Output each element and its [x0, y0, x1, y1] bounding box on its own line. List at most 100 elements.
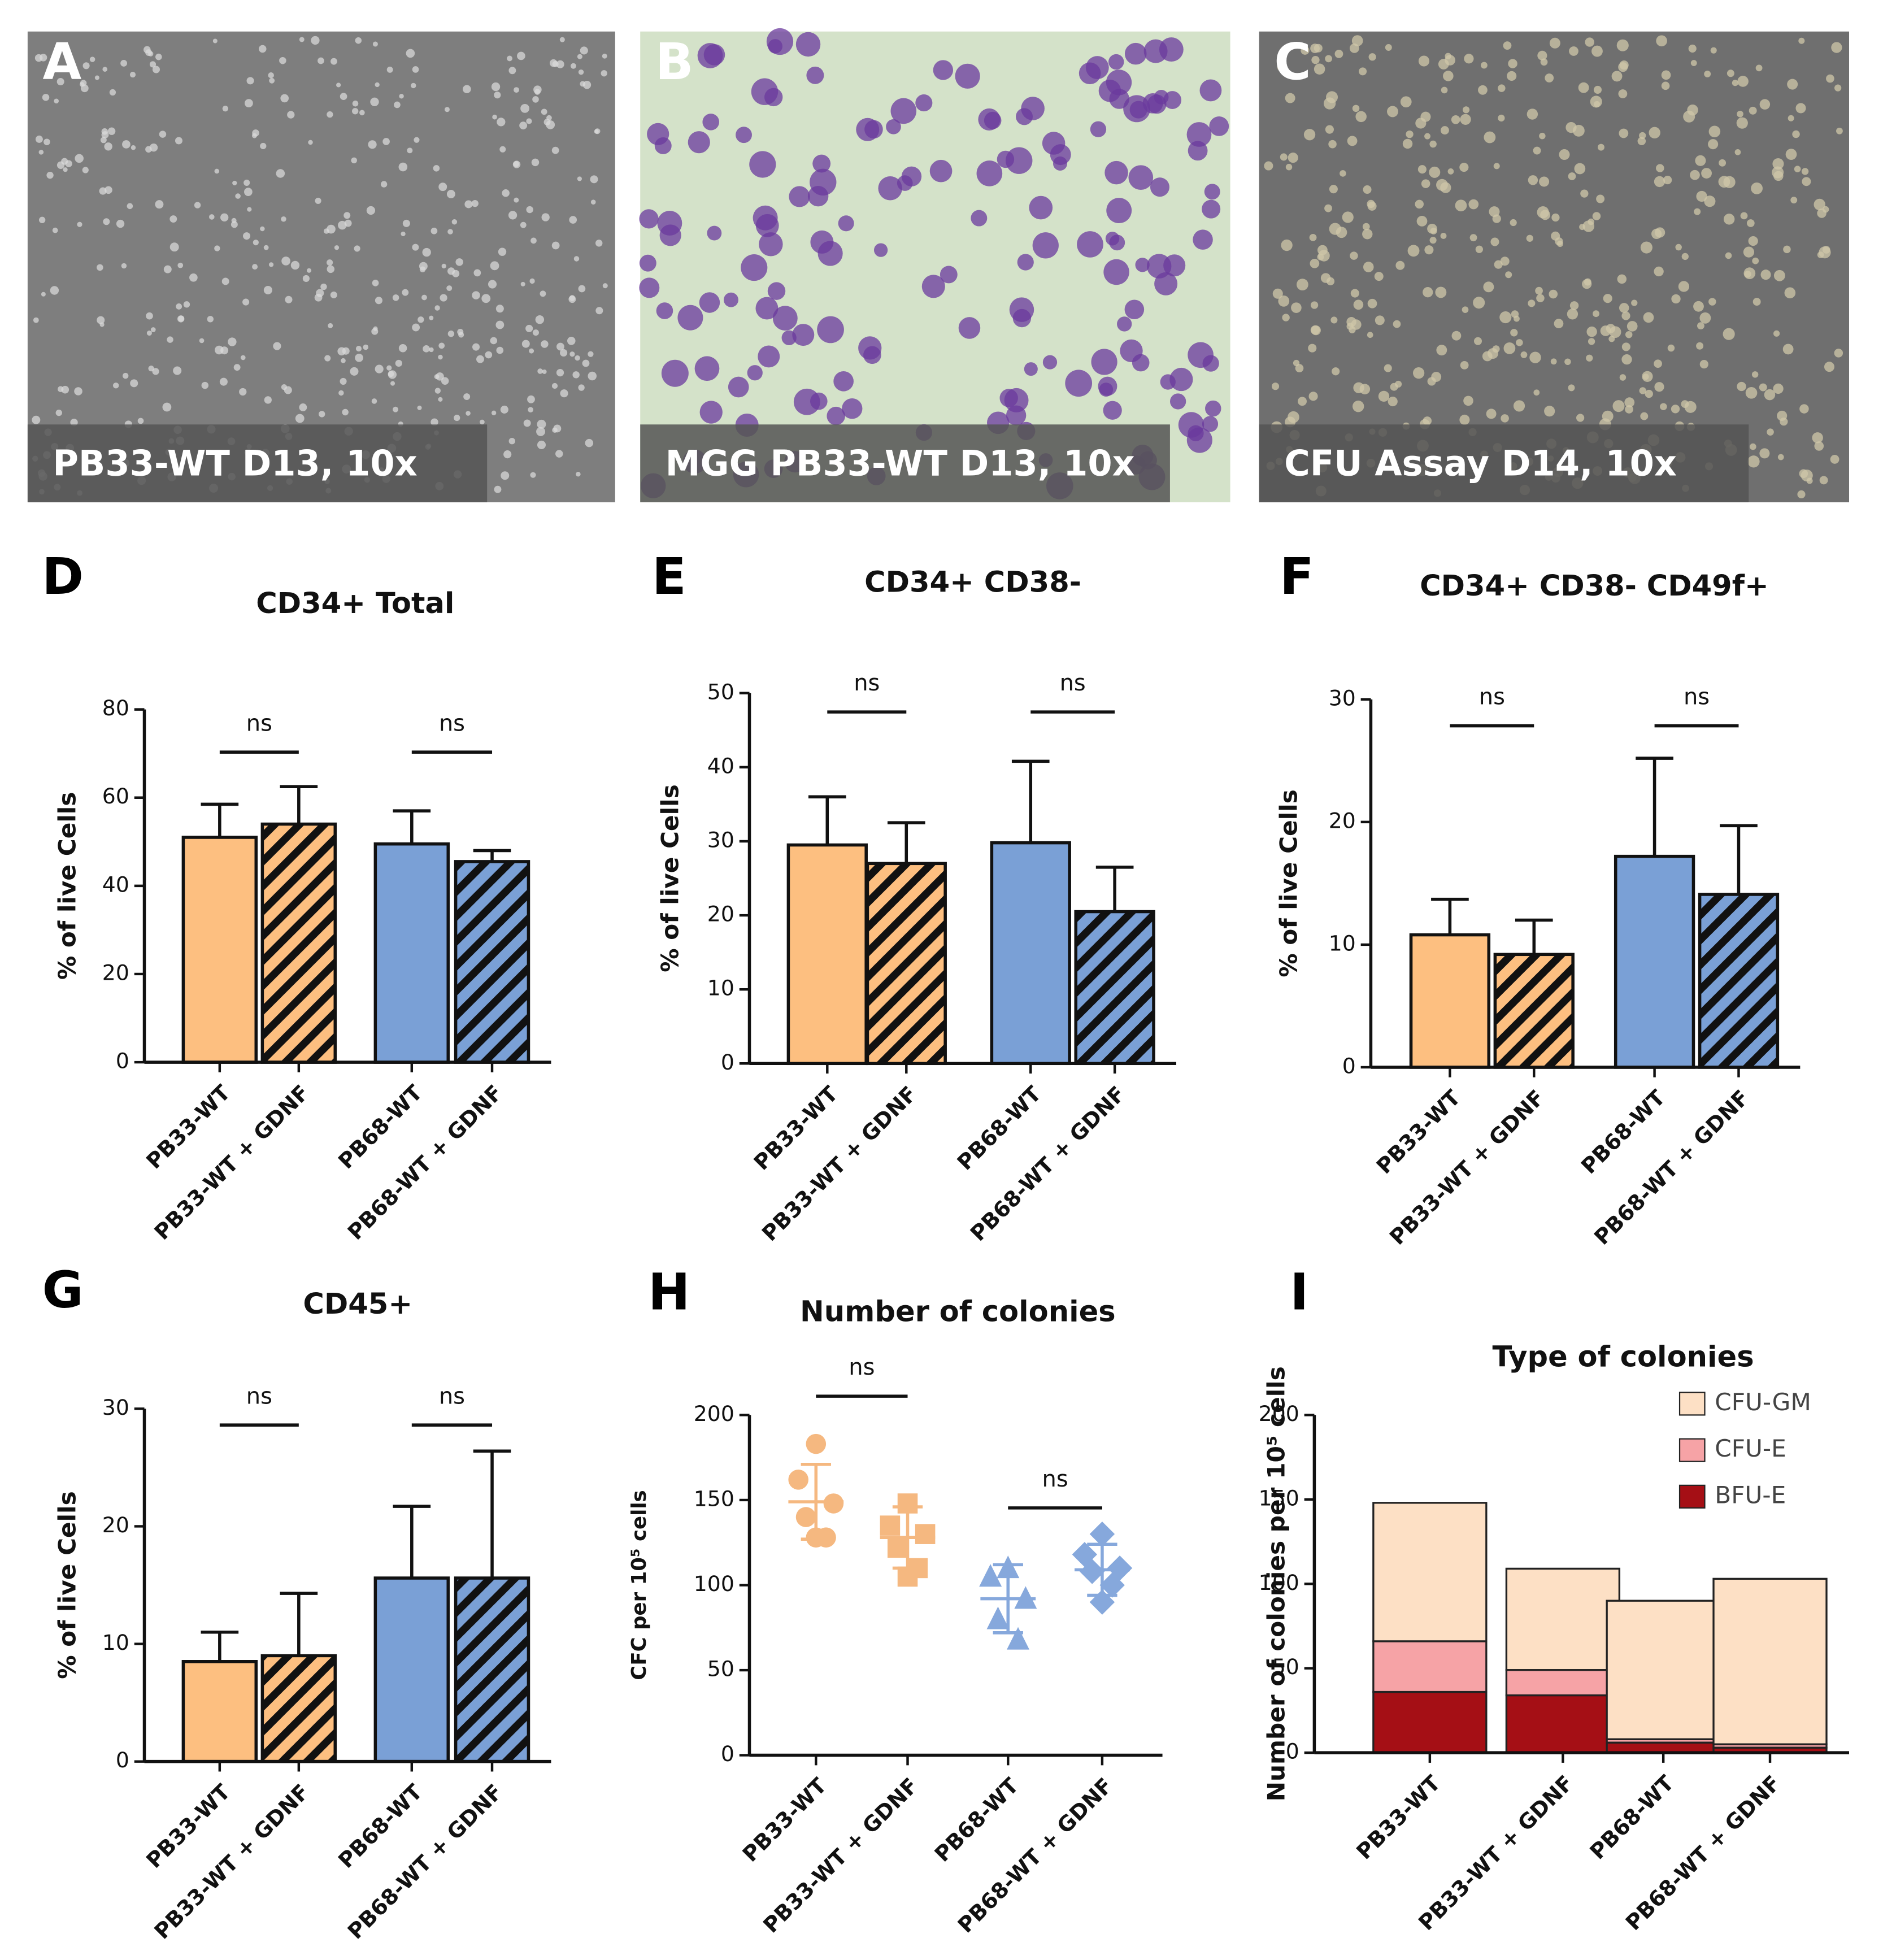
cell [842, 398, 863, 419]
x-tick-label: PB33-WT + GDNF [1385, 1085, 1549, 1249]
cell [473, 269, 481, 277]
cell [1681, 253, 1689, 260]
cell [491, 82, 501, 92]
cell [159, 131, 167, 138]
cell [1640, 241, 1652, 254]
y-tick-label: 60 [102, 784, 129, 809]
cell [572, 371, 580, 379]
cell [1498, 84, 1506, 92]
cell [295, 414, 305, 423]
cell [520, 281, 525, 286]
cell [838, 215, 854, 232]
cell [260, 226, 265, 232]
cell [1748, 236, 1758, 246]
cell [1579, 224, 1585, 231]
cell [833, 371, 854, 392]
cell [438, 182, 447, 192]
cell [194, 202, 201, 208]
cell [1749, 106, 1757, 115]
marks [786, 759, 1155, 1066]
cell [386, 365, 392, 371]
cell [343, 212, 351, 219]
cell [44, 138, 50, 146]
cell [1417, 165, 1427, 174]
cell [536, 427, 546, 436]
cell [240, 355, 246, 360]
cell [1205, 400, 1221, 417]
cell [595, 240, 603, 247]
cell [1303, 129, 1316, 141]
cell [1193, 229, 1213, 250]
cell [155, 200, 164, 209]
y-axis-label: CFC per 10⁵ cells [628, 1490, 651, 1680]
y-axis-label: Number of colonies per 10⁵ cells [1262, 1366, 1290, 1801]
cell [1436, 345, 1447, 356]
cell [253, 240, 259, 246]
y-tick-label: 0 [1286, 1739, 1299, 1764]
panel-letter: C [1274, 32, 1311, 91]
cell [897, 175, 913, 191]
cell [817, 241, 843, 266]
cell [767, 282, 786, 300]
cell [315, 197, 321, 204]
cell [70, 418, 78, 427]
y-tick-label: 20 [102, 1513, 129, 1537]
cell [1643, 312, 1654, 323]
cell [1814, 198, 1825, 211]
cell [380, 181, 388, 188]
cell [1603, 294, 1612, 303]
cell [1690, 170, 1700, 180]
cell [1593, 85, 1602, 94]
cell [1737, 76, 1749, 87]
cell [1451, 331, 1462, 341]
cell [1487, 348, 1498, 359]
y-tick-label: 100 [694, 1571, 734, 1596]
cell [175, 137, 182, 145]
x-tick-label: PB68-WT + GDNF [343, 1080, 507, 1245]
cell [577, 176, 582, 181]
cell [105, 186, 112, 194]
cell [856, 118, 880, 141]
cell [476, 355, 484, 363]
cell [639, 209, 659, 229]
cell [112, 383, 119, 389]
y-tick-label: 50 [1272, 1654, 1299, 1679]
cell [393, 406, 398, 412]
cell [263, 245, 269, 250]
cell [997, 150, 1015, 168]
y-tick-label: 30 [1329, 685, 1356, 710]
bar [181, 1660, 258, 1763]
cell [231, 218, 237, 223]
cell [279, 57, 286, 64]
cell [560, 389, 568, 398]
cell [107, 127, 116, 135]
cell [103, 218, 110, 225]
cell [1654, 176, 1665, 188]
bar [990, 841, 1071, 1066]
cell [1569, 46, 1578, 56]
cell [52, 227, 58, 233]
cell [57, 386, 64, 392]
cell [1105, 232, 1120, 246]
cell [940, 266, 958, 284]
cell [874, 243, 888, 257]
cell [318, 411, 325, 418]
cell [1585, 37, 1594, 47]
cell [163, 265, 172, 273]
cell [1540, 210, 1551, 220]
cell [167, 336, 173, 343]
cell [1169, 367, 1193, 392]
cell [1822, 206, 1829, 213]
chart-title: CD34+ CD38- [864, 566, 1081, 599]
cell [260, 142, 267, 150]
cell [438, 397, 443, 402]
cell [1602, 410, 1614, 422]
cell [1406, 130, 1414, 138]
cell [63, 167, 68, 172]
cell [338, 220, 347, 230]
cell [1004, 388, 1029, 412]
cell [1710, 47, 1717, 54]
cell [324, 355, 331, 362]
cell [394, 101, 401, 108]
cell [441, 377, 449, 385]
